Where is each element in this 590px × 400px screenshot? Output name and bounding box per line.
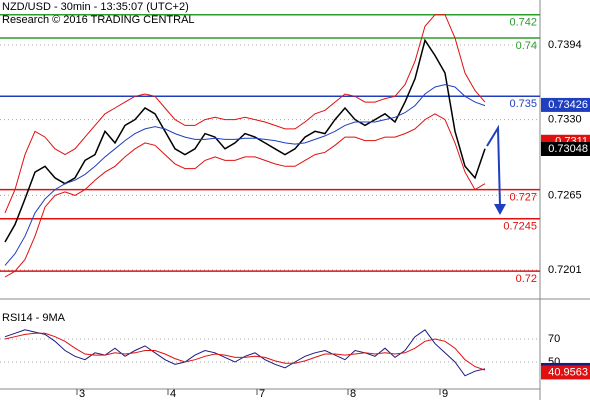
plot: 0.7201 0.7265 0.7330 0.7394 0.742 0.74 0.735 0.… bbox=[0, 13, 590, 400]
series-line bbox=[4, 38, 486, 243]
x-tick-label: 3 bbox=[79, 388, 85, 400]
level-label: 0.727 bbox=[509, 191, 537, 203]
level-label: 0.7245 bbox=[503, 221, 537, 233]
level-label: 0.742 bbox=[509, 17, 537, 29]
level-label: 0.74 bbox=[516, 40, 537, 52]
level-label: 0.72 bbox=[516, 273, 537, 285]
forecast-arrowhead bbox=[494, 204, 506, 215]
x-tick-label: 9 bbox=[442, 388, 448, 400]
price-box bbox=[541, 97, 590, 112]
y-tick-label: 70 bbox=[548, 333, 560, 345]
y-tick-label: 0.7330 bbox=[548, 114, 582, 126]
x-tick-label: 7 bbox=[259, 388, 265, 400]
y-tick-label: 0.7394 bbox=[548, 39, 582, 51]
price-box-label: 0.73426 bbox=[548, 99, 588, 111]
chart-title: NZD/USD - 30min - 13:35:07 (UTC+2) bbox=[2, 1, 189, 13]
forecast-arrow bbox=[486, 124, 501, 207]
chart-subtitle: Research © 2016 TRADING CENTRAL bbox=[2, 14, 195, 26]
series-line bbox=[4, 113, 486, 278]
series-line bbox=[4, 329, 486, 377]
price-box-label: 40.9563 bbox=[548, 366, 588, 378]
level-label: 0.735 bbox=[509, 98, 537, 110]
x-tick-label: 4 bbox=[170, 388, 176, 400]
y-tick-label: 0.7201 bbox=[548, 264, 582, 276]
x-tick-label: 8 bbox=[350, 388, 356, 400]
panel-title: RSI14 - 9MA bbox=[2, 312, 66, 324]
y-tick-label: 0.7265 bbox=[548, 189, 582, 201]
price-box bbox=[541, 365, 590, 380]
series-line bbox=[4, 84, 486, 266]
price-box-label: 0.73048 bbox=[548, 143, 588, 155]
series-line bbox=[4, 14, 486, 214]
series-line bbox=[4, 332, 486, 371]
price-box bbox=[541, 142, 590, 156]
